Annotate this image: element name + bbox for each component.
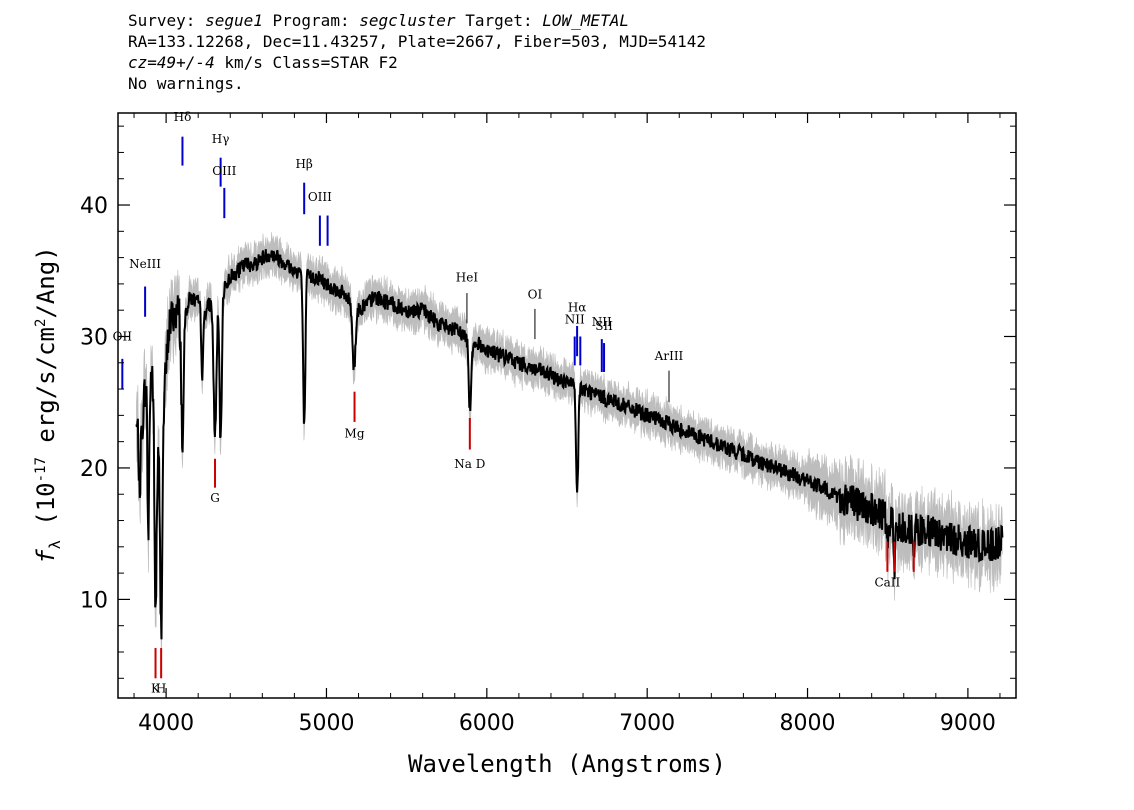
y-axis-title-part-2: erg/s/cm	[32, 327, 60, 457]
header-line-2: RA=133.12268, Dec=11.43257, Plate=2667, …	[128, 32, 706, 51]
x-tick-label: 7000	[619, 711, 675, 736]
survey-label: Survey:	[128, 11, 196, 30]
survey-value: segue1	[205, 11, 263, 30]
cz-value: cz=49+/-4	[128, 53, 215, 72]
y-axis-title-subscript: λ	[46, 540, 64, 549]
y-tick-label: 30	[80, 325, 108, 350]
program-value: segcluster	[359, 11, 456, 30]
noise-band	[136, 232, 1003, 665]
line-marker-label: Hβ	[295, 157, 312, 171]
y-tick-label: 20	[80, 457, 108, 482]
spectrum-header: Survey: segue1 Program: segcluster Targe…	[128, 10, 706, 94]
line-marker-label: HeI	[456, 270, 479, 284]
target-value: LOW_METAL	[542, 11, 629, 30]
spectrum-line	[135, 249, 1004, 640]
program-label: Program:	[272, 11, 350, 30]
x-tick-label: 8000	[780, 711, 836, 736]
line-marker-label: OIII	[212, 164, 236, 178]
line-marker-label: NII	[592, 315, 612, 329]
x-axis-title: Wavelength (Angstroms)	[408, 750, 726, 778]
y-axis-title-exponent-2: 2	[33, 319, 49, 327]
line-marker-label: SII	[595, 319, 613, 333]
header-line-1: Survey: segue1 Program: segcluster Targe…	[128, 10, 706, 31]
y-axis-title: fλ (10-17 erg/s/cm2/Ang)	[32, 246, 64, 563]
spectrum-series	[135, 249, 1004, 640]
line-marker-label: NII	[565, 312, 585, 326]
header-line-4: No warnings.	[128, 74, 244, 93]
target-label: Target:	[465, 11, 533, 30]
line-marker-label: Mg	[345, 427, 365, 441]
y-tick-label: 40	[80, 194, 108, 219]
x-tick-label: 5000	[298, 711, 354, 736]
y-tick-label: 10	[80, 588, 108, 613]
y-axis-title-symbol: f	[32, 549, 60, 564]
x-tick-label: 9000	[940, 711, 996, 736]
y-axis-title-part-3: /Ang)	[32, 246, 60, 318]
line-marker-label: OI	[528, 287, 543, 301]
line-marker-label: NeIII	[129, 257, 161, 271]
x-tick-label: 4000	[138, 711, 194, 736]
line-marker-label: CaII	[874, 575, 900, 589]
line-marker-label: ArIII	[654, 349, 684, 363]
line-marker-label: Hγ	[212, 132, 230, 146]
noise-band-area	[136, 232, 1003, 665]
line-marker-label: K	[151, 682, 161, 696]
y-axis-title-part-1: (10	[32, 482, 60, 540]
line-marker-label: G	[210, 491, 220, 505]
y-axis-title-exponent: -17	[33, 457, 49, 482]
line-marker-label: Na D	[454, 457, 485, 471]
line-marker-label: OIII	[308, 190, 332, 204]
line-marker-label: Hα	[568, 301, 587, 315]
plot-frame	[117, 112, 1017, 699]
header-line-3: cz=49+/-4 km/s Class=STAR F2	[128, 52, 706, 73]
axis-ticks: 4000 5000 6000 7000 8000 9000 10 20 30 40	[80, 113, 1016, 736]
line-marker-label: Hδ	[174, 110, 192, 124]
line-marker-label: H	[156, 682, 166, 696]
x-tick-label: 6000	[459, 711, 515, 736]
class-value: km/s Class=STAR F2	[214, 53, 398, 72]
